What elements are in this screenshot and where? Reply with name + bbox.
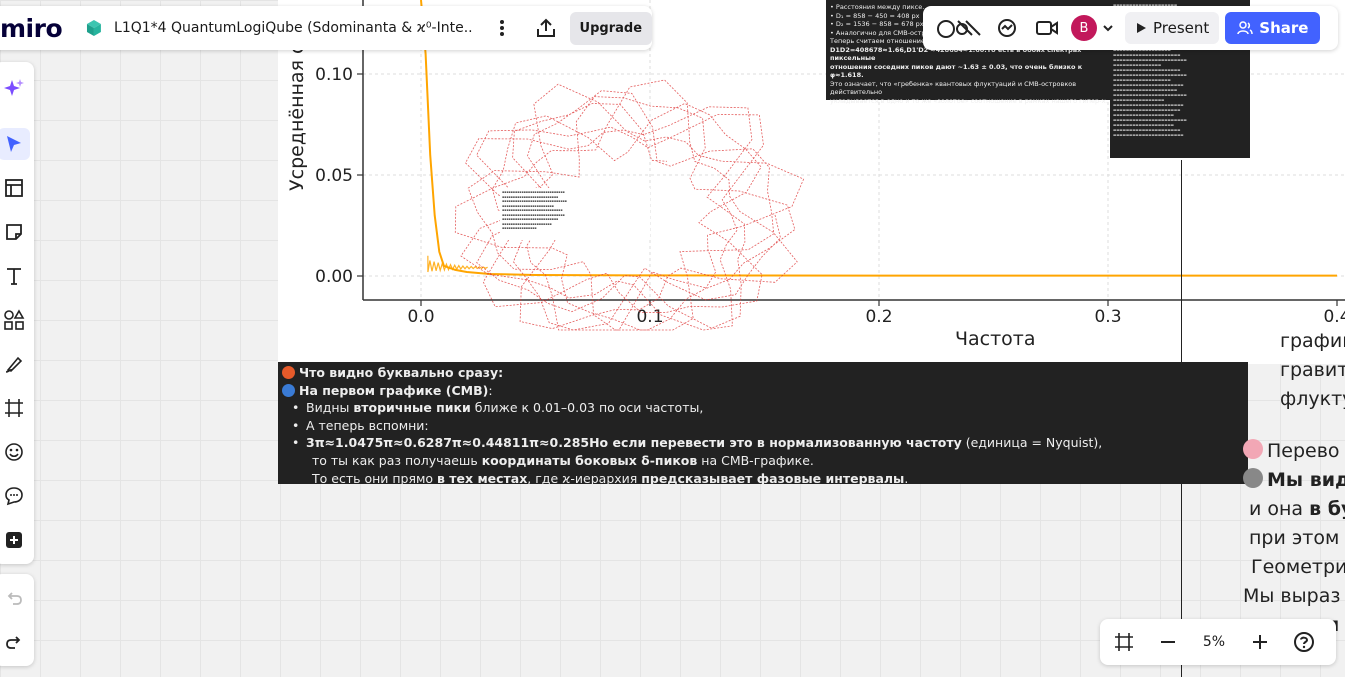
x-tick-label: 0.2 (865, 307, 892, 327)
board-title[interactable]: L1Q1*4 QuantumLogiQube (Sdominanta & ϰ⁰-… (114, 20, 472, 36)
reactions-icon[interactable] (933, 10, 985, 46)
text-line: Мы вид (1243, 466, 1345, 495)
pill-icon (282, 383, 295, 397)
templates-icon[interactable] (0, 172, 30, 204)
upgrade-button[interactable]: Upgrade (569, 11, 653, 45)
collaboration-toolbar: B Present Share (923, 6, 1338, 50)
y-tick-label: 0.10 (315, 65, 353, 85)
note-heading: Что видно буквально сразу: (282, 364, 1244, 382)
x-tick-label: 0.1 (636, 307, 663, 327)
chevron-down-icon[interactable] (1097, 10, 1119, 46)
zoom-level[interactable]: 5% (1202, 634, 1226, 650)
note-line: отношения соседних пиков дают ~1.63 ± 0.… (830, 62, 1083, 80)
comment-icon[interactable] (0, 480, 30, 512)
redo-icon[interactable] (0, 626, 30, 658)
history-toolbar (0, 574, 34, 666)
text-line: флукту (1280, 388, 1345, 410)
note-line: Теперь считаем отношение соседних шагов: (830, 37, 985, 45)
share-button[interactable]: Share (1225, 12, 1321, 44)
text-line: Мы выраз (1243, 585, 1341, 607)
text-block-right-bottom[interactable]: Перево Мы вид и она в бу при этом Геомет… (1243, 437, 1345, 640)
note-line: • D₂ = 1536 − 858 = 678 px (830, 20, 924, 28)
tiny-text-note[interactable]: ▪▪▪▪▪▪▪▪▪▪▪▪▪▪▪▪▪▪▪▪▪▪▪▪▪▪▪▪▪ ▪▪▪▪▪▪▪▪▪▪▪… (500, 188, 650, 240)
text-line: и она в бу (1249, 498, 1345, 520)
board-header: miro L1Q1*4 QuantumLogiQube (Sdominanta … (0, 6, 653, 50)
zoom-out-icon[interactable] (1150, 624, 1186, 660)
target-icon (282, 366, 295, 379)
note-line: • D₁ = 858 − 450 = 408 px (830, 11, 920, 20)
creation-toolbar (0, 62, 34, 564)
y-tick-label: 0.05 (315, 166, 353, 186)
text-line: Перево (1243, 437, 1345, 466)
miro-logo[interactable]: miro (0, 13, 63, 43)
note-continuation: То есть они прямо в тех местах, где ϰ-ие… (312, 470, 909, 486)
sticky-note-icon[interactable] (0, 216, 30, 248)
text-line: при этом (1249, 527, 1340, 549)
red-scribble-annotation (454, 79, 805, 331)
note-line: • Аналогично для CMB-остр... (830, 28, 932, 37)
help-icon[interactable] (1286, 624, 1322, 660)
note-line: укладывается в одно и то же «золотое» со… (830, 96, 1108, 105)
zoom-controls: 5% (1100, 619, 1336, 665)
note-line: • Расстояния между пиксе... (830, 3, 929, 11)
present-label: Present (1153, 19, 1210, 37)
x-tick-label: 0.4 (1323, 307, 1345, 327)
text-line: графин (1280, 330, 1345, 352)
fit-to-screen-icon[interactable] (1106, 624, 1142, 660)
note-bullet: Видны вторичные пики ближе к 0.01–0.03 п… (282, 399, 1244, 417)
brain-icon (1243, 439, 1263, 459)
pen-icon[interactable] (0, 348, 30, 380)
note-bullet: А теперь вспомни: (282, 417, 1244, 435)
note-bullet: 3π≈1.0475π≈0.6287π≈0.44811π≈0.285Но если… (282, 434, 1244, 452)
satellite-icon (1243, 468, 1263, 488)
text-block-right-top[interactable]: графин гравит флукту (1280, 327, 1345, 414)
y-tick-label: 0.00 (315, 267, 353, 287)
text-tool-icon[interactable] (0, 260, 30, 292)
x-tick-label: 0.3 (1094, 307, 1121, 327)
stickers-icon[interactable] (0, 436, 30, 468)
play-icon (1137, 23, 1146, 33)
present-button[interactable]: Present (1125, 12, 1220, 44)
text-line: гравит (1280, 359, 1345, 381)
more-options-icon[interactable] (484, 10, 520, 46)
share-label: Share (1259, 19, 1309, 37)
shapes-icon[interactable] (0, 304, 30, 336)
note-line: Это означает, что «гребенка» квантовых ф… (830, 79, 1077, 97)
export-icon[interactable] (528, 10, 564, 46)
more-apps-icon[interactable] (0, 524, 30, 556)
chat-icon[interactable] (989, 10, 1025, 46)
cube-icon (87, 20, 102, 36)
x-tick-label: 0.0 (407, 307, 434, 327)
note-box-main[interactable]: Что видно буквально сразу: На первом гра… (278, 362, 1248, 486)
note-continuation: то ты как раз получаешь координаты боков… (312, 452, 814, 468)
ai-sparkle-icon[interactable] (0, 72, 30, 104)
user-avatar[interactable]: B (1071, 15, 1097, 41)
video-call-icon[interactable] (1029, 10, 1065, 46)
users-icon (1237, 21, 1254, 35)
spectrum-noise (427, 255, 488, 273)
text-line: Геометри (1251, 556, 1345, 578)
x-axis-label: Частота (955, 328, 1036, 350)
note-subheading: На первом графике (CMB): (282, 382, 1244, 400)
frame-icon[interactable] (0, 392, 30, 424)
select-cursor-icon[interactable] (0, 128, 30, 160)
zoom-in-icon[interactable] (1242, 624, 1278, 660)
undo-icon[interactable] (0, 582, 30, 614)
spectrum-series-line (420, 0, 1337, 277)
